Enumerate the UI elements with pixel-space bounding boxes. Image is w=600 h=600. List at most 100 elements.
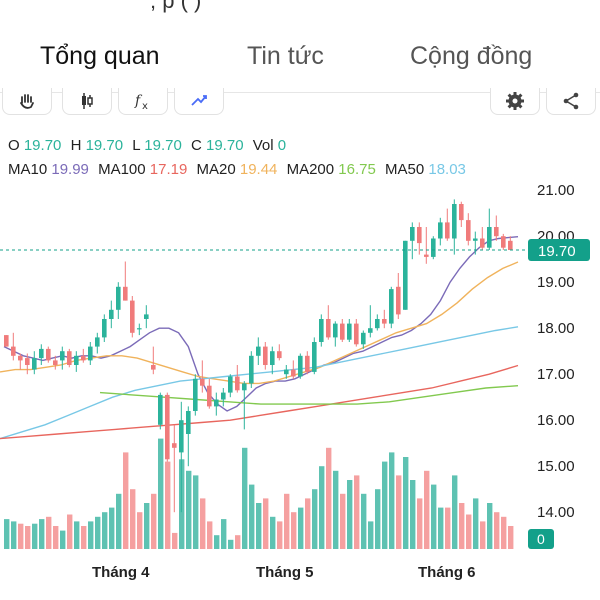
volume-bar	[508, 526, 514, 549]
ma100-label: MA100	[98, 161, 146, 178]
volume-bar	[228, 539, 234, 549]
y-tick-label: 14.00	[537, 504, 575, 521]
candle-body	[18, 355, 23, 361]
volume-bar	[452, 475, 458, 549]
drawing-tools-button[interactable]	[174, 88, 224, 115]
volume-bar	[151, 493, 157, 549]
candle-body	[165, 394, 170, 460]
ma50-value: 18.03	[428, 161, 466, 178]
candle-body	[298, 355, 303, 377]
volume-bar	[18, 523, 24, 549]
volume-bar	[249, 484, 255, 549]
candle-body	[214, 399, 219, 407]
hand-icon	[20, 94, 34, 109]
volume-bar	[39, 519, 45, 549]
candle-body	[445, 222, 450, 239]
volume-bar	[200, 498, 206, 549]
candle-body	[431, 238, 436, 257]
indicator-icon	[191, 95, 207, 106]
volume-bar	[88, 521, 94, 549]
volume-bar	[109, 507, 115, 549]
close-label: C	[190, 137, 202, 154]
volume-bar	[123, 452, 129, 549]
candle-body	[424, 254, 429, 257]
candle-body	[109, 309, 114, 319]
low-value: 19.70	[144, 137, 182, 154]
candle-body	[368, 328, 373, 333]
ma200-label: MA200	[286, 161, 335, 178]
volume-bar	[242, 447, 248, 549]
candle-body	[354, 323, 359, 345]
volume-bar	[284, 493, 290, 549]
candle-body	[102, 319, 107, 338]
volume-bar	[172, 532, 178, 549]
y-tick-label: 19.00	[537, 274, 575, 291]
ma20-label: MA20	[196, 161, 236, 178]
x-tick-label: Tháng 6	[418, 564, 476, 581]
candle-body	[137, 328, 142, 330]
candle-body	[32, 358, 37, 370]
candle-body	[46, 348, 51, 361]
ma-line-ma50	[0, 326, 519, 440]
tab-news[interactable]: Tin tức	[247, 42, 324, 70]
y-tick-label: 15.00	[537, 458, 575, 475]
candle-body	[221, 392, 226, 400]
volume-bar	[277, 521, 283, 549]
current-volume-label: 0	[537, 531, 545, 547]
tab-community[interactable]: Cộng đồng	[410, 42, 533, 70]
candle-body	[193, 378, 198, 411]
volume-bar	[130, 489, 136, 549]
candle-body	[144, 314, 149, 319]
volume-bar	[95, 516, 101, 549]
open-label: O	[8, 137, 20, 154]
share-button[interactable]	[546, 88, 596, 115]
share-icon	[563, 92, 579, 110]
candle-body	[158, 394, 163, 425]
tabs-divider	[0, 92, 600, 93]
candle-body	[305, 355, 310, 372]
volume-bar	[102, 512, 108, 549]
high-value: 19.70	[85, 137, 124, 154]
candle-body	[382, 319, 387, 324]
candlestick-icon	[82, 93, 93, 109]
candle-body	[480, 238, 485, 248]
candle-body	[452, 204, 457, 239]
volume-bar	[67, 514, 73, 549]
volume-label: Vol	[252, 137, 274, 154]
ma-line-ma100	[0, 364, 519, 440]
chart-type-button[interactable]	[62, 88, 112, 115]
ma-line-ma200	[99, 385, 519, 405]
y-tick-label: 18.00	[537, 320, 575, 337]
settings-button[interactable]	[490, 88, 540, 115]
tab-bar: Tổng quan Tin tức Cộng đồng	[0, 30, 600, 90]
volume-bar	[214, 535, 220, 549]
low-label: L	[132, 137, 141, 154]
volume-bar	[375, 489, 381, 549]
ma-line-ma20	[0, 261, 519, 385]
y-tick-label: 17.00	[537, 366, 575, 383]
candle-body	[74, 355, 79, 365]
x-tick-label: Tháng 5	[256, 564, 314, 581]
volume-bar	[193, 475, 199, 549]
candle-body	[494, 227, 499, 237]
candle-body	[438, 222, 443, 239]
volume-bar	[410, 480, 416, 549]
volume-bar	[368, 521, 374, 549]
tab-overview[interactable]: Tổng quan	[40, 42, 160, 70]
hand-tool-button[interactable]	[2, 88, 52, 115]
current-volume-badge	[528, 529, 554, 549]
candle-body	[53, 360, 58, 365]
candle-body	[410, 227, 415, 241]
volume-bar	[389, 452, 395, 549]
volume-bar	[361, 493, 367, 549]
volume-bar	[137, 512, 143, 549]
volume-bar	[438, 507, 444, 549]
volume-bar	[60, 530, 66, 549]
gear-icon	[506, 92, 524, 110]
volume-bar	[235, 535, 241, 549]
candle-body	[228, 376, 233, 393]
candle-body	[417, 227, 422, 244]
